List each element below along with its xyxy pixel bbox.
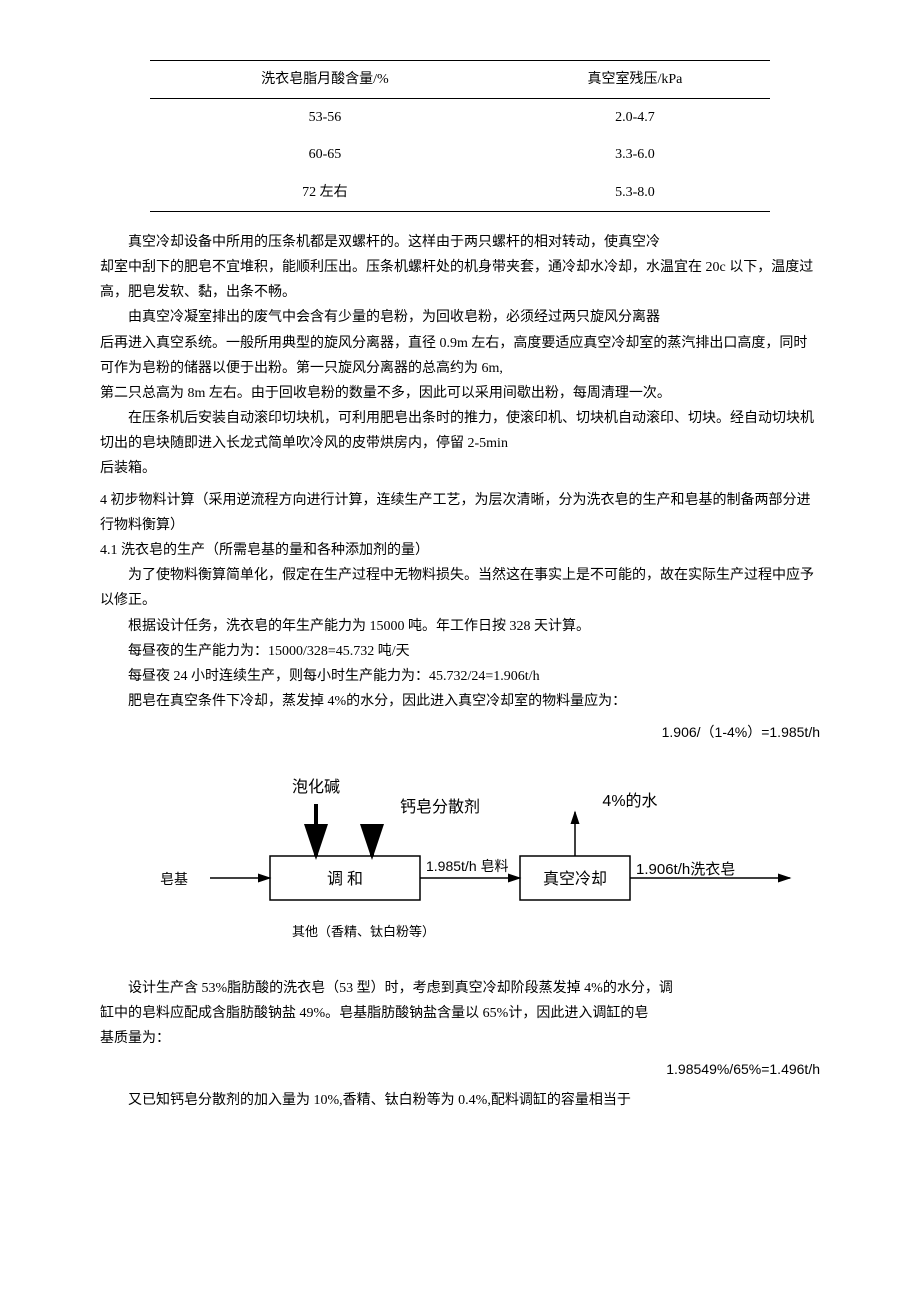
paragraph: 又已知钙皂分散剂的加入量为 10%,香精、钛白粉等为 0.4%,配料调缸的容量相…	[100, 1088, 820, 1113]
node-mixer-label: 调 和	[327, 870, 363, 888]
equation-1: 1.906/（1-4%）=1.985t/h	[100, 720, 820, 745]
paragraph: 根据设计任务，洗衣皂的年生产能力为 15000 吨。年工作日按 328 天计算。	[100, 614, 820, 639]
paragraph: 为了使物料衡算简单化，假定在生产过程中无物料损失。当然这在事实上是不可能的，故在…	[100, 563, 820, 613]
equation-2: 1.98549%/65%=1.496t/h	[100, 1057, 820, 1082]
cell: 53-56	[150, 99, 500, 137]
process-flowchart: 调 和 真空冷却 泡化碱 钙皂分散剂 4%的水 皂基 1.985t/h 皂料 1…	[100, 756, 820, 966]
section-heading-4-1: 4.1 洗衣皂的生产（所需皂基的量和各种添加剂的量）	[100, 538, 820, 563]
paragraph: 在压条机后安装自动滚印切块机，可利用肥皂出条时的推力，使滚印机、切块机自动滚印、…	[100, 406, 820, 456]
label-water-out: 4%的水	[602, 792, 657, 810]
paragraph: 每昼夜 24 小时连续生产，则每小时生产能力为：45.732/24=1.906t…	[100, 664, 820, 689]
paragraph: 由真空冷凝室排出的废气中会含有少量的皂粉，为回收皂粉，必须经过两只旋风分离器	[100, 305, 820, 330]
col-header-right: 真空室残压/kPa	[500, 61, 770, 99]
paragraph: 却室中刮下的肥皂不宜堆积，能顺利压出。压条机螺杆处的机身带夹套，通冷却水冷却，水…	[100, 255, 820, 305]
label-others: 其他（香精、钛白粉等）	[292, 924, 435, 939]
table-row: 53-56 2.0-4.7	[150, 99, 770, 137]
node-cooler-label: 真空冷却	[543, 870, 607, 888]
cell: 72 左右	[150, 174, 500, 212]
table-row: 60-65 3.3-6.0	[150, 136, 770, 173]
cell: 2.0-4.7	[500, 99, 770, 137]
paragraph: 肥皂在真空条件下冷却，蒸发掉 4%的水分，因此进入真空冷却室的物料量应为：	[100, 689, 820, 714]
label-soap-base-in: 皂基	[160, 871, 188, 888]
paragraph: 每昼夜的生产能力为：15000/328=45.732 吨/天	[100, 639, 820, 664]
cell: 5.3-8.0	[500, 174, 770, 212]
cell: 3.3-6.0	[500, 136, 770, 173]
col-header-left: 洗衣皂脂月酸含量/%	[150, 61, 500, 99]
label-dispersant: 钙皂分散剂	[400, 798, 480, 816]
paragraph: 真空冷却设备中所用的压条机都是双螺杆的。这样由于两只螺杆的相对转动，使真空冷	[100, 230, 820, 255]
paragraph: 后再进入真空系统。一般所用典型的旋风分离器，直径 0.9m 左右，高度要适应真空…	[100, 331, 820, 381]
label-mid-flow: 1.985t/h 皂料	[426, 858, 509, 874]
table-row: 72 左右 5.3-8.0	[150, 174, 770, 212]
document-page: 洗衣皂脂月酸含量/% 真空室残压/kPa 53-56 2.0-4.7 60-65…	[0, 0, 920, 1303]
table-header-row: 洗衣皂脂月酸含量/% 真空室残压/kPa	[150, 61, 770, 99]
paragraph: 后装箱。	[100, 456, 820, 481]
paragraph: 设计生产含 53%脂肪酸的洗衣皂（53 型）时，考虑到真空冷却阶段蒸发掉 4%的…	[100, 976, 820, 1001]
cell: 60-65	[150, 136, 500, 173]
paragraph: 第二只总高为 8m 左右。由于回收皂粉的数量不多，因此可以采用间歇出粉，每周清理…	[100, 381, 820, 406]
label-alkali: 泡化碱	[292, 778, 340, 796]
label-product-out: 1.906t/h洗衣皂	[636, 861, 735, 878]
paragraph: 缸中的皂料应配成含脂肪酸钠盐 49%。皂基脂肪酸钠盐含量以 65%计，因此进入调…	[100, 1001, 820, 1026]
pressure-table: 洗衣皂脂月酸含量/% 真空室残压/kPa 53-56 2.0-4.7 60-65…	[150, 60, 770, 212]
paragraph: 基质量为：	[100, 1026, 820, 1051]
section-heading-4: 4 初步物料计算（采用逆流程方向进行计算，连续生产工艺，为层次清晰，分为洗衣皂的…	[100, 488, 820, 538]
